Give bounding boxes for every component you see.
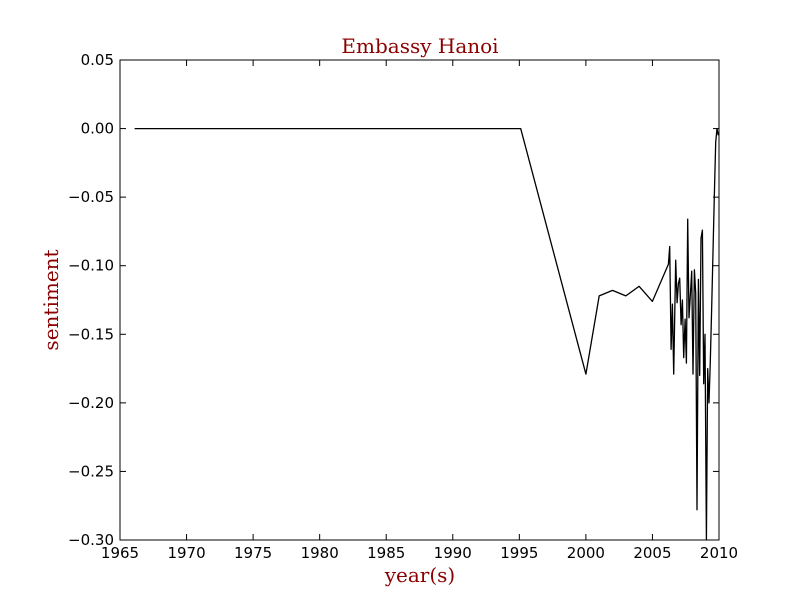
y-tick-label: −0.25: [68, 462, 114, 480]
x-axis-label: year(s): [384, 563, 456, 587]
x-tick-label: 2000: [567, 544, 605, 562]
x-axis-ticks: 1965 1970 1975 1980 1985 1990 1995 2000 2005 2010: [101, 60, 738, 562]
y-axis-label: sentiment: [39, 249, 63, 350]
x-tick-label: 1990: [434, 544, 472, 562]
y-tick-label: −0.15: [68, 325, 114, 343]
y-tick-label: −0.10: [68, 257, 114, 275]
y-tick-label: 0.05: [81, 51, 114, 69]
x-tick-label: 1985: [367, 544, 405, 562]
plot-frame: [119, 59, 720, 541]
plot-area: [134, 127, 719, 541]
y-tick-label: −0.05: [68, 188, 114, 206]
x-tick-label: 1975: [234, 544, 272, 562]
chart-title: Embassy Hanoi: [341, 34, 498, 58]
y-tick-label: −0.30: [68, 531, 114, 549]
x-tick-label: 2005: [633, 544, 671, 562]
x-tick-label: 1965: [101, 544, 139, 562]
x-tick-label: 1970: [167, 544, 205, 562]
y-axis-ticks: 0.05 0.00 −0.05 −0.10 −0.15 −0.20 −0.25 −0.30: [68, 51, 719, 549]
x-tick-label: 1980: [301, 544, 339, 562]
x-tick-label: 1995: [500, 544, 538, 562]
x-tick-label: 2010: [700, 544, 738, 562]
series-line: [134, 127, 719, 541]
y-tick-label: 0.00: [81, 120, 114, 138]
y-tick-label: −0.20: [68, 394, 114, 412]
